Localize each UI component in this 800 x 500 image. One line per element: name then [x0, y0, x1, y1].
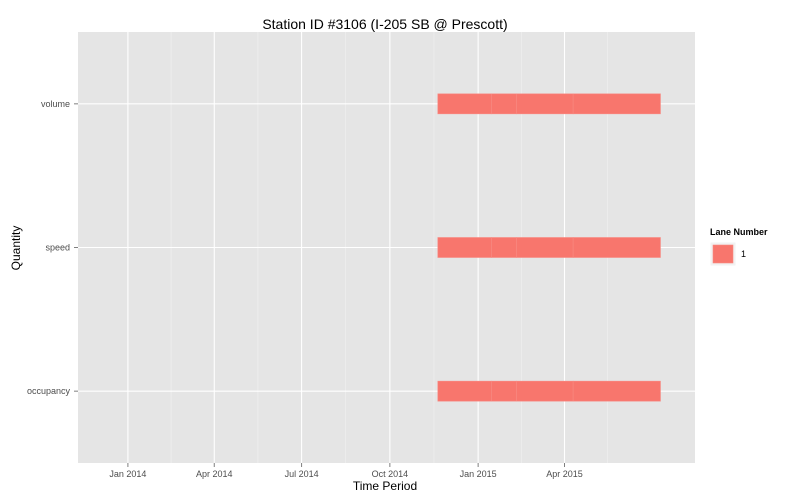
x-tick-label: Jan 2014 — [109, 469, 146, 479]
bar-segment-occupancy — [572, 380, 661, 402]
bar-segment-volume — [572, 93, 661, 115]
y-tick-label: volume — [41, 99, 70, 109]
legend-title: Lane Number — [710, 227, 768, 237]
bar-segment-speed — [516, 237, 574, 258]
bar-segment-speed — [572, 237, 661, 258]
bar-segment-volume — [516, 93, 574, 115]
bar-segment-occupancy — [437, 380, 492, 402]
chart-title: Station ID #3106 (I-205 SB @ Prescott) — [262, 16, 507, 32]
y-axis-title: Quantity — [9, 226, 23, 271]
bar-segment-volume — [491, 93, 517, 115]
bar-segment-speed — [491, 237, 517, 258]
x-tick-label: Oct 2014 — [372, 469, 409, 479]
bar-segment-speed — [437, 237, 492, 258]
x-axis: Jan 2014 Apr 2014 Jul 2014 Oct 2014 Jan 2015… — [109, 463, 583, 479]
legend: Lane Number 1 — [709, 227, 768, 267]
bar-segment-occupancy — [491, 380, 517, 402]
y-tick-label: occupancy — [27, 386, 71, 396]
y-tick-label: speed — [45, 243, 70, 253]
x-tick-label: Jul 2014 — [285, 469, 319, 479]
x-axis-title: Time Period — [353, 479, 417, 493]
bar-segment-volume — [437, 93, 492, 115]
x-tick-label: Apr 2015 — [546, 469, 583, 479]
plot-panel — [78, 32, 695, 463]
x-tick-label: Jan 2015 — [460, 469, 497, 479]
legend-swatch — [712, 244, 734, 264]
bar-segment-occupancy — [516, 380, 574, 402]
legend-label: 1 — [741, 249, 746, 259]
x-tick-label: Apr 2014 — [196, 469, 233, 479]
y-axis: volume speed occupancy — [27, 99, 78, 396]
